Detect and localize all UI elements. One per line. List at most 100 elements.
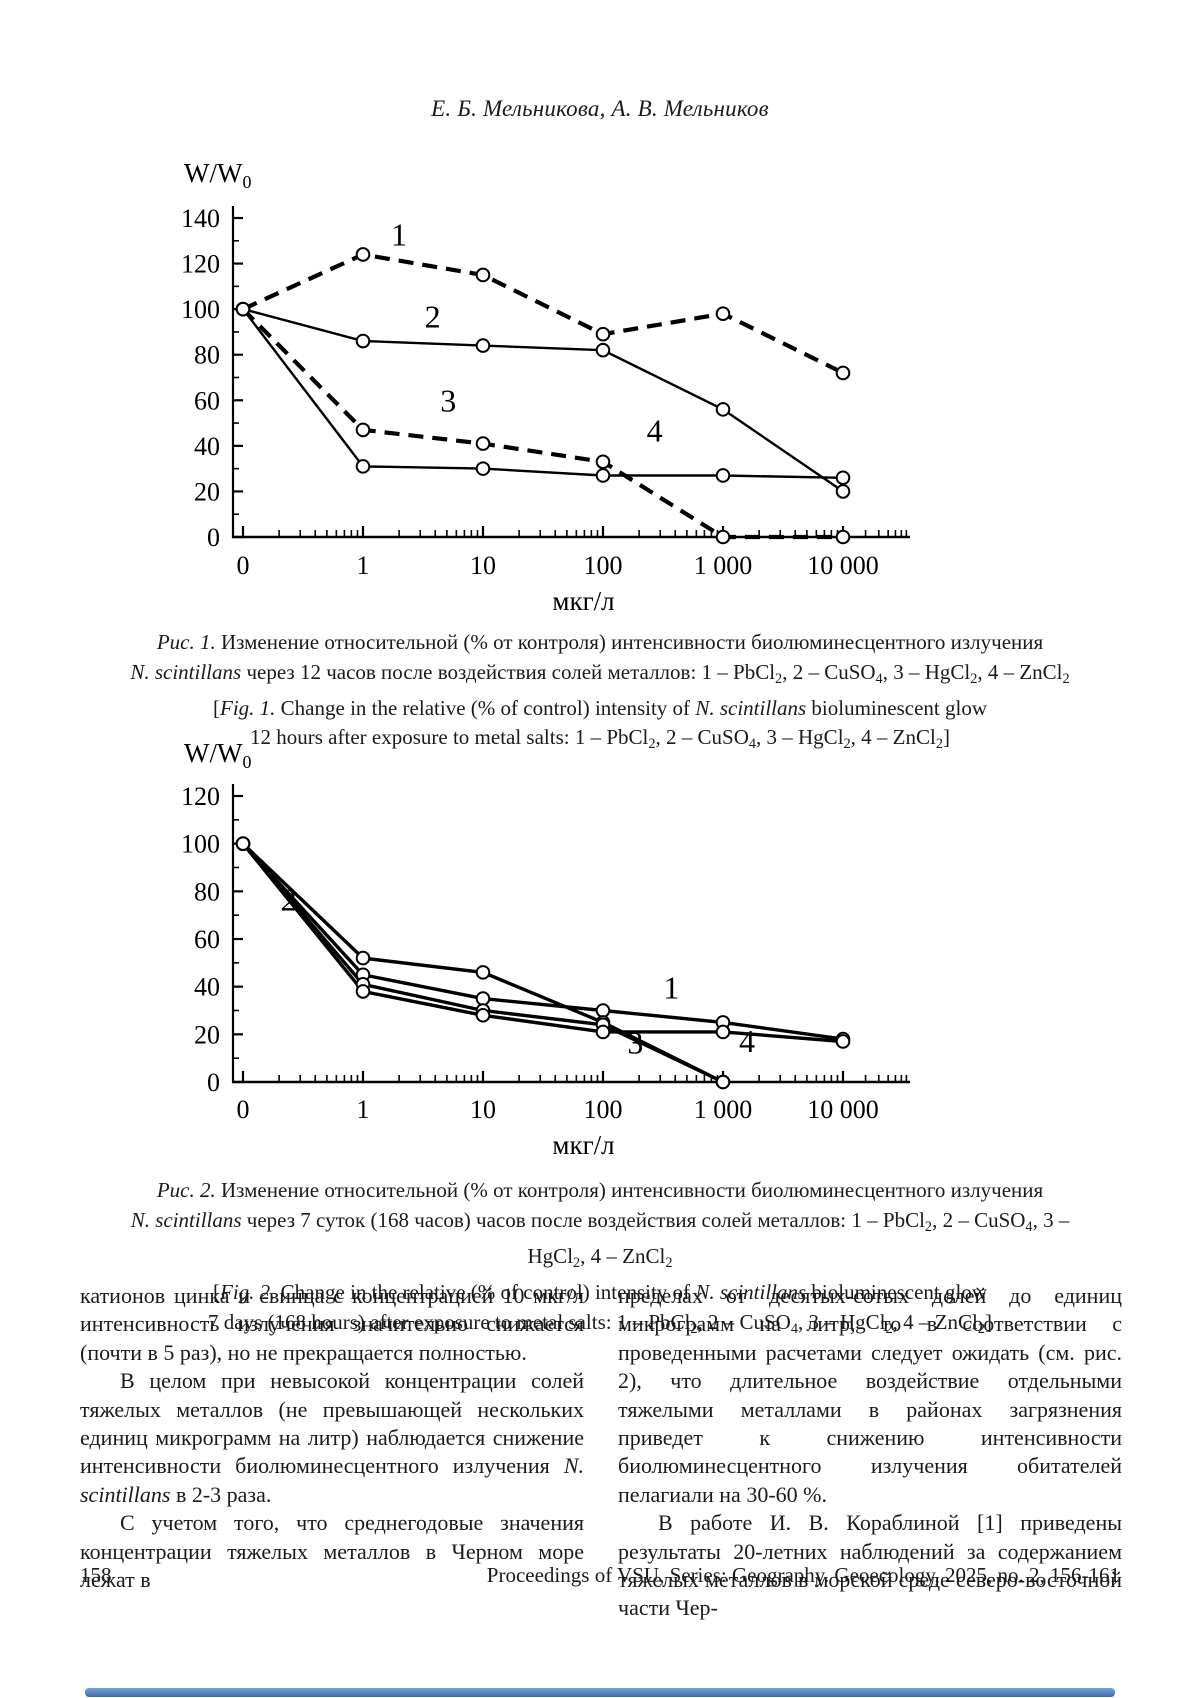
svg-text:W/W0: W/W0 bbox=[184, 158, 251, 192]
text-segment: Change in the relative (% of control) in… bbox=[275, 1280, 696, 1305]
svg-text:40: 40 bbox=[194, 432, 220, 461]
text-segment: Change in the relative (% of control) in… bbox=[275, 695, 696, 720]
text-segment: В работе И. В. Кораблиной [1] приведены … bbox=[618, 1510, 1122, 1621]
caption-line: [Fig. 1. Change in the relative (% of co… bbox=[100, 694, 1100, 724]
text-segment: Рис. 2. bbox=[156, 1178, 221, 1202]
svg-text:4: 4 bbox=[647, 412, 663, 448]
svg-text:80: 80 bbox=[194, 877, 220, 906]
text-segment: , 4 – ZnCl bbox=[977, 659, 1063, 684]
page-number: 158 bbox=[80, 1563, 112, 1587]
body-paragraph: катионов цинка и свинца с концентрацией … bbox=[80, 1282, 584, 1367]
figure-2-line-chart: 0 20 40 60 80 100 120 0 1 10 100 1 000 10 000 мкг/л W/… bbox=[181, 738, 910, 1160]
text-segment: , 4 – ZnCl bbox=[850, 725, 936, 750]
text-segment: в 2-3 раза. bbox=[170, 1481, 272, 1507]
text-segment: 4 bbox=[875, 670, 883, 687]
text-segment: bioluminescent glow bbox=[806, 1280, 987, 1305]
text-segment: , 2 – CuSO bbox=[655, 725, 749, 750]
svg-text:1 000: 1 000 bbox=[694, 551, 753, 580]
svg-text:140: 140 bbox=[181, 204, 220, 233]
text-segment: 2 bbox=[843, 736, 851, 753]
text-segment: 4 bbox=[748, 736, 757, 753]
text-segment: 4 bbox=[1025, 1218, 1033, 1235]
text-segment: , 4 – ZnCl bbox=[892, 1309, 978, 1334]
text-segment: 7 days (168 hours) after exposure to met… bbox=[208, 1309, 691, 1334]
caption-line: Рис. 2. Изменение относительной (% от ко… bbox=[100, 1176, 1100, 1206]
text-segment: 2 bbox=[573, 1254, 581, 1271]
text-segment: , 3 – HgCl bbox=[527, 1207, 1070, 1268]
caption-line: N. scintillans через 7 суток (168 часов)… bbox=[100, 1206, 1100, 1279]
svg-text:20: 20 bbox=[194, 1020, 220, 1049]
text-segment: Fig. 1. bbox=[220, 695, 276, 720]
text-segment: ] bbox=[942, 725, 950, 750]
svg-text:2: 2 bbox=[425, 298, 441, 334]
text-segment: N. scintillans bbox=[80, 1453, 584, 1507]
text-segment: Изменение относительной (% от контроля) … bbox=[220, 630, 1044, 654]
svg-text:10 000: 10 000 bbox=[807, 1095, 879, 1124]
svg-text:W/W0: W/W0 bbox=[184, 738, 251, 772]
svg-text:0: 0 bbox=[237, 1095, 250, 1124]
body-paragraph: пределах от десятых-сотых долей до едини… bbox=[618, 1282, 1122, 1509]
text-segment: С учетом того, что среднегодовые значени… bbox=[80, 1510, 584, 1593]
figure-1-caption: Рис. 1. Изменение относительной (% от ко… bbox=[100, 628, 1100, 760]
text-segment: 2 bbox=[970, 670, 978, 687]
svg-text:20: 20 bbox=[194, 477, 220, 506]
body-column-right: пределах от десятых-сотых долей до едини… bbox=[618, 1282, 1122, 1623]
caption-line: Рис. 1. Изменение относительной (% от ко… bbox=[100, 628, 1100, 658]
svg-text:4: 4 bbox=[739, 1023, 755, 1059]
svg-text:1: 1 bbox=[357, 551, 370, 580]
text-segment: N. scintillans bbox=[130, 1207, 242, 1232]
svg-text:2: 2 bbox=[281, 881, 297, 917]
text-segment: , 3 – HgCl bbox=[882, 659, 971, 684]
text-segment: через 7 суток (168 часов) часов после во… bbox=[241, 1207, 925, 1232]
body-column-left: катионов цинка и свинца с концентрацией … bbox=[80, 1282, 584, 1594]
text-segment: N. scintillans bbox=[130, 659, 242, 684]
text-segment: 2 bbox=[924, 1218, 933, 1235]
svg-text:100: 100 bbox=[584, 551, 623, 580]
figure-1-line-chart: 0 20 40 60 80 100 120 140 0 1 10 100 1 000 10 000 мкг/… bbox=[181, 158, 910, 616]
text-segment: , 2 – CuSO bbox=[782, 659, 876, 684]
text-segment: Рис. 1. bbox=[156, 630, 221, 654]
svg-text:60: 60 bbox=[194, 386, 220, 415]
body-paragraph: С учетом того, что среднегодовые значени… bbox=[80, 1509, 584, 1594]
svg-text:60: 60 bbox=[194, 925, 220, 954]
bottom-scroll-bar[interactable] bbox=[85, 1688, 1115, 1697]
caption-line: 12 hours after exposure to metal salts: … bbox=[100, 723, 1100, 759]
text-segment: пределах от десятых-сотых долей до едини… bbox=[618, 1283, 1122, 1507]
text-segment: 2 bbox=[935, 736, 943, 753]
text-segment: [ bbox=[213, 1280, 220, 1305]
text-segment: 2 bbox=[885, 1320, 893, 1337]
svg-text:10 000: 10 000 bbox=[807, 551, 879, 580]
svg-text:120: 120 bbox=[181, 782, 220, 811]
svg-text:3: 3 bbox=[440, 383, 456, 419]
text-segment: 2 bbox=[775, 670, 783, 687]
text-segment: , 3 – HgCl bbox=[798, 1309, 886, 1334]
text-segment: 4 bbox=[790, 1320, 798, 1337]
figure-2-caption: Рис. 2. Изменение относительной (% от ко… bbox=[100, 1176, 1100, 1344]
body-paragraph: В работе И. В. Кораблиной [1] приведены … bbox=[618, 1509, 1122, 1623]
svg-text:0: 0 bbox=[237, 551, 250, 580]
body-paragraph: В целом при невысокой концентрации солей… bbox=[80, 1367, 584, 1509]
svg-text:1: 1 bbox=[663, 970, 679, 1006]
svg-text:1 000: 1 000 bbox=[694, 1095, 753, 1124]
page-header-authors: Е. Б. Мельникова, А. В. Мельников bbox=[431, 96, 769, 121]
svg-text:0: 0 bbox=[207, 1068, 220, 1097]
text-segment: , 2 – CuSO bbox=[697, 1309, 791, 1334]
text-segment: , 2 – CuSO bbox=[932, 1207, 1026, 1232]
svg-text:0: 0 bbox=[207, 523, 220, 552]
text-segment: 12 hours after exposure to metal salts: … bbox=[250, 725, 649, 750]
page-footer: 158 Proceedings of VSU, Series: Geograph… bbox=[80, 1563, 1120, 1588]
svg-text:100: 100 bbox=[584, 1095, 623, 1124]
caption-line: 7 days (168 hours) after exposure to met… bbox=[100, 1308, 1100, 1344]
text-segment: 2 bbox=[665, 1254, 673, 1271]
text-segment: 2 bbox=[1062, 670, 1070, 687]
text-segment: , 4 – ZnCl bbox=[580, 1243, 666, 1268]
svg-text:80: 80 bbox=[194, 341, 220, 370]
text-segment: 2 bbox=[977, 1320, 985, 1337]
text-segment: через 12 часов после воздействия солей м… bbox=[241, 659, 776, 684]
text-segment: Изменение относительной (% от контроля) … bbox=[220, 1178, 1044, 1202]
svg-text:100: 100 bbox=[181, 295, 220, 324]
text-segment: катионов цинка и свинца с концентрацией … bbox=[80, 1283, 584, 1365]
svg-text:1: 1 bbox=[357, 1095, 370, 1124]
svg-text:100: 100 bbox=[181, 830, 220, 859]
text-segment: ] bbox=[984, 1309, 992, 1334]
